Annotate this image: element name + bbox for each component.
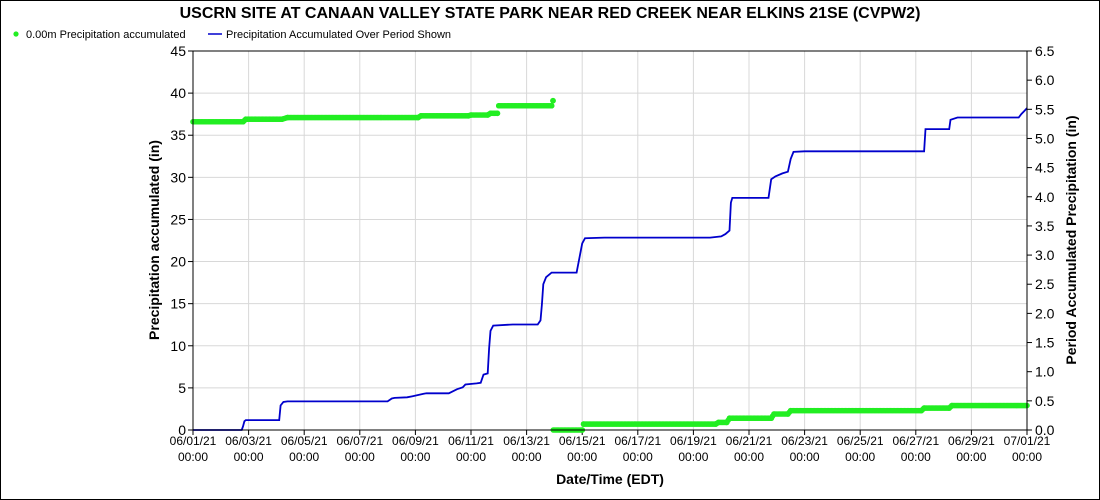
y-right-tick-label: 0.0: [1035, 422, 1055, 438]
x-tick-label-time: 00:00: [456, 450, 486, 464]
y-right-tick-label: 2.5: [1035, 276, 1055, 292]
gridlines: [192, 50, 1028, 431]
x-tick-label-date: 06/13/21: [503, 434, 550, 448]
x-tick-label-time: 00:00: [678, 450, 708, 464]
x-tick-label-date: 06/09/21: [392, 434, 439, 448]
series-dots-precip-accumulated: [190, 97, 1030, 433]
x-tick-label-time: 00:00: [289, 450, 319, 464]
x-tick-label-date: 06/17/21: [614, 434, 661, 448]
y-right-tick-label: 3.5: [1035, 218, 1055, 234]
x-tick-label-time: 00:00: [790, 450, 820, 464]
series-point: [550, 97, 556, 104]
x-tick-label-date: 06/25/21: [837, 434, 884, 448]
y-right-tick-label: 5.0: [1035, 130, 1055, 146]
legend: 0.00m Precipitation accumulated Precipit…: [13, 29, 451, 41]
x-axis-ticks: 06/01/21 00:00 06/03/21 00:00 06/05/21 00:00 0…: [170, 430, 1051, 464]
y-right-tick-label: 3.0: [1035, 247, 1055, 263]
series-point: [494, 110, 501, 117]
y-left-tick-label: 40: [170, 85, 186, 101]
series-group: [190, 97, 1030, 433]
y-right-tick-label: 1.0: [1035, 364, 1055, 380]
x-tick-label-date: 06/05/21: [281, 434, 328, 448]
y-right-tick-label: 5.5: [1035, 101, 1055, 117]
x-tick-label-time: 00:00: [901, 450, 931, 464]
x-tick-label-date: 06/19/21: [670, 434, 717, 448]
y-axis-left-label: Precipitation accumulated (in): [146, 140, 162, 340]
x-tick-label-time: 00:00: [512, 450, 542, 464]
x-tick-label-date: 06/15/21: [559, 434, 606, 448]
y-left-tick-label: 5: [178, 380, 186, 396]
x-tick-label-time: 00:00: [345, 450, 375, 464]
x-tick-label-time: 00:00: [623, 450, 653, 464]
plot-area-border: [192, 50, 1028, 431]
y-left-tick-label: 0: [178, 422, 186, 438]
y-left-tick-label: 45: [170, 43, 186, 59]
y-right-tick-label: 2.0: [1035, 305, 1055, 321]
x-tick-label-date: 06/07/21: [336, 434, 383, 448]
x-tick-label-time: 00:00: [1012, 450, 1042, 464]
chart-title: USCRN SITE AT CANAAN VALLEY STATE PARK N…: [180, 5, 921, 22]
y-left-tick-label: 25: [170, 211, 186, 227]
y-right-tick-label: 0.5: [1035, 393, 1055, 409]
y-left-tick-label: 10: [170, 338, 186, 354]
y-left-tick-label: 15: [170, 296, 186, 312]
y-right-tick-label: 6.5: [1035, 43, 1055, 59]
x-tick-label-date: 06/27/21: [892, 434, 939, 448]
y-left-tick-label: 20: [170, 254, 186, 270]
x-tick-label-date: 06/11/21: [448, 434, 494, 448]
x-tick-label-time: 00:00: [734, 450, 764, 464]
x-tick-label-date: 07/01/21: [1004, 434, 1051, 448]
y-axis-left-ticks: 0 5 10 15 20 25 30 35 40 45: [170, 43, 193, 438]
y-right-tick-label: 1.5: [1035, 335, 1055, 351]
x-tick-label-time: 00:00: [845, 450, 875, 464]
y-right-tick-label: 6.0: [1035, 72, 1055, 88]
y-axis-right-label: Period Accumulated Precipitation (in): [1063, 115, 1079, 364]
y-left-tick-label: 30: [170, 169, 186, 185]
x-tick-label-date: 06/03/21: [225, 434, 272, 448]
x-tick-label-time: 00:00: [956, 450, 986, 464]
series-point: [548, 102, 555, 109]
legend-label-period-accumulated: Precipitation Accumulated Over Period Sh…: [226, 29, 451, 41]
y-right-tick-label: 4.0: [1035, 189, 1055, 205]
x-tick-label-time: 00:00: [234, 450, 264, 464]
x-tick-label-time: 00:00: [178, 450, 208, 464]
x-tick-label-time: 00:00: [567, 450, 597, 464]
series-line-period-accumulated: [193, 107, 1028, 431]
x-tick-label-date: 06/21/21: [726, 434, 773, 448]
legend-label-precip-accumulated: 0.00m Precipitation accumulated: [26, 29, 186, 41]
x-tick-label-date: 06/01/21: [170, 434, 217, 448]
y-axis-right-ticks: 0.0 0.5 1.0 1.5 2.0 2.5 3.0 3.5 4.0 4.5 5.0 5.5 6.0 6…: [1027, 43, 1055, 438]
x-tick-label-date: 06/23/21: [781, 434, 828, 448]
x-tick-label-time: 00:00: [400, 450, 430, 464]
x-axis-label: Date/Time (EDT): [556, 471, 664, 487]
x-tick-label-date: 06/29/21: [948, 434, 995, 448]
y-left-tick-label: 35: [170, 127, 186, 143]
y-right-tick-label: 4.5: [1035, 160, 1055, 176]
legend-marker-green-dots: [13, 31, 19, 37]
